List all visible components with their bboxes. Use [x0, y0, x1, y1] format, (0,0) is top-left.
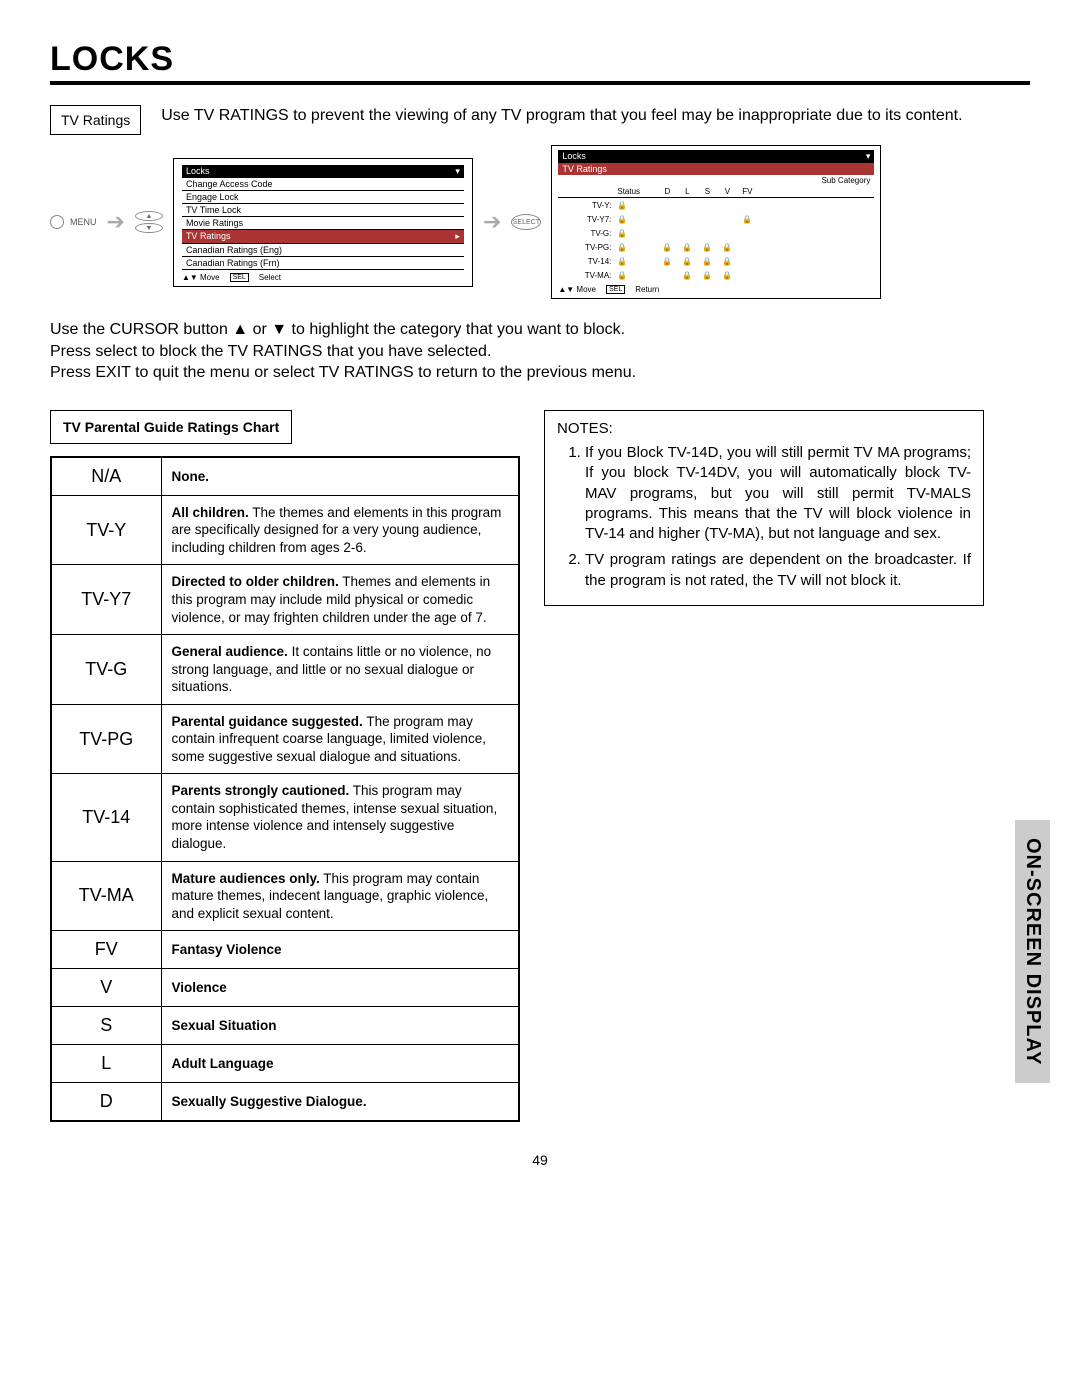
- rating-code-cell: TV-Y: [51, 495, 161, 565]
- osd-footer: ▲▼ MoveSELReturn: [558, 282, 874, 294]
- rating-code-cell: S: [51, 1007, 161, 1045]
- rating-code-cell: TV-PG: [51, 704, 161, 774]
- osd-diagram-row: MENU ➔ ▲ ▼ Locks▾Change Access CodeEngag…: [50, 145, 1030, 299]
- osd-menu-item: Canadian Ratings (Frn): [182, 257, 464, 270]
- intro-row: TV Ratings Use TV RATINGS to prevent the…: [50, 105, 1030, 135]
- table-row: LAdult Language: [51, 1045, 519, 1083]
- ratings-chart-column: TV Parental Guide Ratings Chart N/ANone.…: [50, 410, 520, 1122]
- osd-menu-item: TV Time Lock: [182, 204, 464, 217]
- ratings-grid-row: TV-Y7:🔒🔒: [558, 212, 874, 226]
- arrow-right-icon: ➔: [107, 209, 125, 235]
- rating-desc-cell: Parents strongly cautioned. This program…: [161, 774, 519, 861]
- subcategory-label: Sub Category: [558, 175, 874, 186]
- ratings-grid-row: TV-Y:🔒: [558, 198, 874, 212]
- menu-circle-icon: [50, 215, 64, 229]
- table-row: FVFantasy Violence: [51, 931, 519, 969]
- rating-desc-cell: Mature audiences only. This program may …: [161, 861, 519, 931]
- osd-header: Locks▾: [558, 150, 874, 163]
- osd-menu-item: Movie Ratings: [182, 217, 464, 230]
- ratings-grid-row: TV-MA:🔒🔒🔒🔒: [558, 268, 874, 282]
- table-row: TV-14Parents strongly cautioned. This pr…: [51, 774, 519, 861]
- table-row: VViolence: [51, 969, 519, 1007]
- osd-tv-ratings-panel: Locks▾TV RatingsSub CategoryStatusDLSVFV…: [551, 145, 881, 299]
- osd-menu-item: TV Ratings▸: [182, 230, 464, 244]
- table-row: TV-PGParental guidance suggested. The pr…: [51, 704, 519, 774]
- rating-desc-cell: Sexual Situation: [161, 1007, 519, 1045]
- notes-box: NOTES: If you Block TV-14D, you will sti…: [544, 410, 984, 606]
- menu-button-group: MENU: [50, 215, 97, 229]
- lower-columns: TV Parental Guide Ratings Chart N/ANone.…: [50, 410, 1030, 1122]
- instruction-line: Press select to block the TV RATINGS tha…: [50, 341, 1030, 363]
- rating-code-cell: TV-G: [51, 635, 161, 705]
- ratings-grid-row: TV-14:🔒🔒🔒🔒🔒: [558, 254, 874, 268]
- osd-menu-item: Change Access Code: [182, 178, 464, 191]
- table-row: N/ANone.: [51, 457, 519, 496]
- section-side-tab: ON-SCREEN DISPLAY: [1015, 820, 1050, 1083]
- rating-code-cell: L: [51, 1045, 161, 1083]
- osd-menu-item: Canadian Ratings (Eng): [182, 244, 464, 257]
- notes-heading: NOTES:: [557, 419, 971, 439]
- rating-desc-cell: Fantasy Violence: [161, 931, 519, 969]
- ratings-grid-row: TV-G:🔒: [558, 226, 874, 240]
- osd-header: Locks▾: [182, 165, 464, 178]
- arrow-right-icon: ➔: [483, 209, 501, 235]
- select-button-icon: SELECT: [511, 214, 541, 230]
- rating-code-cell: V: [51, 969, 161, 1007]
- note-item: If you Block TV-14D, you will still perm…: [585, 443, 971, 544]
- osd-subheader: TV Ratings: [558, 163, 874, 175]
- ratings-column-header: StatusDLSVFV: [558, 186, 874, 198]
- chart-title-box: TV Parental Guide Ratings Chart: [50, 410, 292, 444]
- page-title: LOCKS: [50, 40, 1030, 85]
- table-row: DSexually Suggestive Dialogue.: [51, 1083, 519, 1122]
- rating-code-cell: TV-MA: [51, 861, 161, 931]
- table-row: SSexual Situation: [51, 1007, 519, 1045]
- page-number: 49: [50, 1152, 1030, 1168]
- rating-desc-cell: General audience. It contains little or …: [161, 635, 519, 705]
- rating-desc-cell: Adult Language: [161, 1045, 519, 1083]
- menu-label: MENU: [70, 217, 97, 227]
- table-row: TV-GGeneral audience. It contains little…: [51, 635, 519, 705]
- rating-desc-cell: Parental guidance suggested. The program…: [161, 704, 519, 774]
- ratings-grid-row: TV-PG:🔒🔒🔒🔒🔒: [558, 240, 874, 254]
- rating-desc-cell: Directed to older children. Themes and e…: [161, 565, 519, 635]
- instruction-line: Press EXIT to quit the menu or select TV…: [50, 362, 1030, 384]
- rating-code-cell: D: [51, 1083, 161, 1122]
- instruction-line: Use the CURSOR button ▲ or ▼ to highligh…: [50, 319, 1030, 341]
- instructions-block: Use the CURSOR button ▲ or ▼ to highligh…: [50, 319, 1030, 384]
- osd-locks-menu: Locks▾Change Access CodeEngage LockTV Ti…: [173, 158, 473, 287]
- rating-code-cell: FV: [51, 931, 161, 969]
- ratings-chart-table: N/ANone.TV-YAll children. The themes and…: [50, 456, 520, 1122]
- osd-footer: ▲▼ MoveSELSelect: [182, 270, 464, 282]
- rating-desc-cell: Violence: [161, 969, 519, 1007]
- rating-desc-cell: None.: [161, 457, 519, 496]
- rating-code-cell: TV-14: [51, 774, 161, 861]
- rating-desc-cell: Sexually Suggestive Dialogue.: [161, 1083, 519, 1122]
- table-row: TV-Y7Directed to older children. Themes …: [51, 565, 519, 635]
- table-row: TV-MAMature audiences only. This program…: [51, 861, 519, 931]
- rating-code-cell: N/A: [51, 457, 161, 496]
- notes-list: If you Block TV-14D, you will still perm…: [557, 443, 971, 591]
- note-item: TV program ratings are dependent on the …: [585, 550, 971, 591]
- tv-ratings-label-box: TV Ratings: [50, 105, 141, 135]
- rating-desc-cell: All children. The themes and elements in…: [161, 495, 519, 565]
- osd-menu-item: Engage Lock: [182, 191, 464, 204]
- table-row: TV-YAll children. The themes and element…: [51, 495, 519, 565]
- intro-text: Use TV RATINGS to prevent the viewing of…: [161, 105, 962, 127]
- cursor-up-down-icon: ▲ ▼: [135, 211, 163, 233]
- rating-code-cell: TV-Y7: [51, 565, 161, 635]
